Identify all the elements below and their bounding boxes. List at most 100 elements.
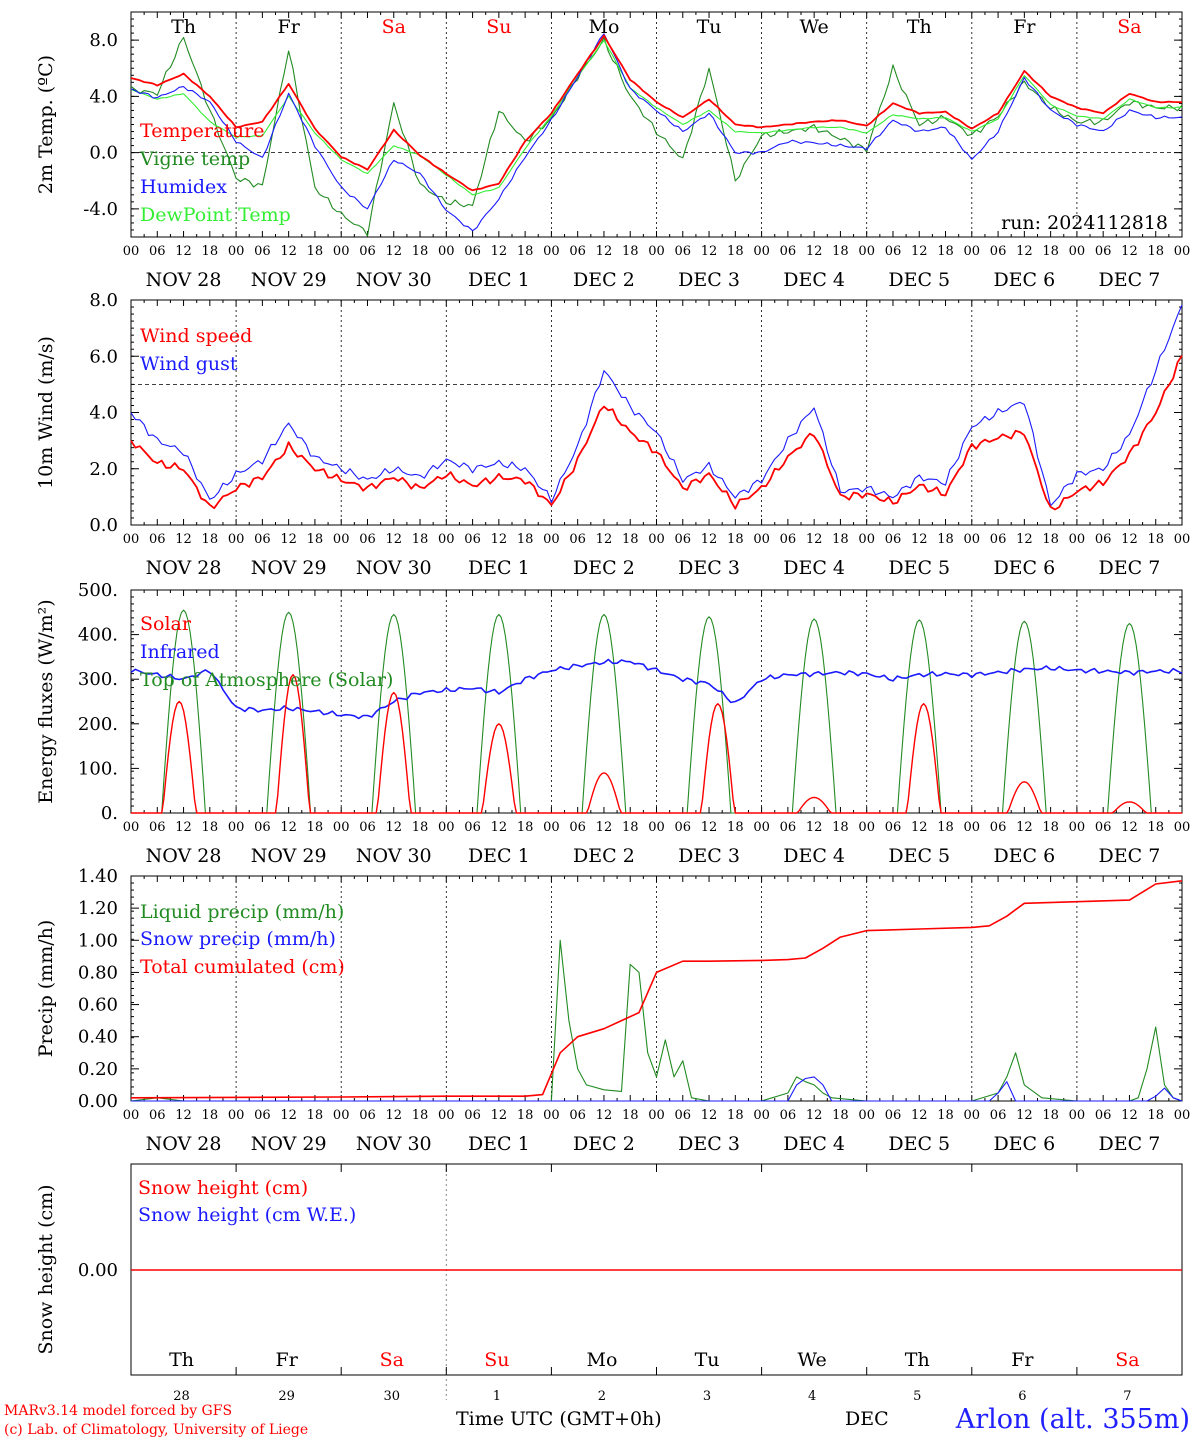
hour-tick-label: 18: [517, 244, 534, 259]
hour-tick-label: 18: [1042, 1108, 1059, 1123]
hour-tick-label: 06: [990, 532, 1007, 547]
hour-tick-label: 00: [753, 1108, 770, 1123]
y-tick-label: 100.: [78, 758, 118, 779]
hour-tick-label: 00: [648, 1108, 665, 1123]
hour-tick-label: 18: [937, 532, 954, 547]
hour-tick-label: 12: [385, 1108, 402, 1123]
hour-tick-label: 18: [307, 820, 324, 835]
hour-tick-label: 18: [517, 532, 534, 547]
y-tick-label: 1.00: [78, 930, 118, 951]
hour-tick-label: 00: [333, 532, 350, 547]
y-axis-label: Snow height (cm): [35, 1184, 57, 1354]
date-tick-label: DEC 6: [993, 1133, 1055, 1155]
hour-tick-label: 06: [464, 244, 481, 259]
hour-tick-label: 18: [727, 1108, 744, 1123]
hour-tick-label: 18: [412, 532, 429, 547]
hour-tick-label: 18: [517, 1108, 534, 1123]
hour-tick-label: 18: [727, 532, 744, 547]
legend-entry: Snow height (cm W.E.): [138, 1204, 356, 1226]
hour-tick-label: 00: [543, 532, 560, 547]
hour-tick-label: 06: [780, 820, 797, 835]
hour-tick-label: 18: [412, 1108, 429, 1123]
y-tick-label: 400.: [78, 625, 118, 646]
hour-tick-label: 00: [753, 532, 770, 547]
hour-tick-label: 00: [964, 532, 981, 547]
legend-entry: Total cumulated (cm): [140, 956, 345, 978]
hour-tick-label: 00: [753, 820, 770, 835]
y-tick-label: 0.20: [78, 1059, 118, 1080]
hour-tick-label: 18: [622, 1108, 639, 1123]
hour-tick-label: 06: [359, 1108, 376, 1123]
hour-tick-label: 06: [675, 532, 692, 547]
date-tick-label: DEC 6: [993, 557, 1055, 579]
date-tick-label: NOV 29: [251, 1133, 327, 1155]
series-line-temperature: [130, 34, 1183, 192]
y-tick-label: -4.0: [83, 199, 118, 220]
date-tick-label: DEC 1: [468, 1133, 530, 1155]
y-tick-label: 0.00: [78, 1260, 118, 1281]
day-number-label: 2: [598, 1389, 606, 1404]
y-tick-label: 8.0: [89, 30, 118, 51]
hour-tick-label: 12: [701, 244, 718, 259]
date-tick-label: DEC 2: [573, 845, 635, 867]
hour-tick-label: 18: [937, 820, 954, 835]
hour-tick-label: 18: [1147, 1108, 1164, 1123]
hour-tick-label: 12: [280, 1108, 297, 1123]
hour-tick-label: 00: [648, 820, 665, 835]
date-tick-label: DEC 5: [888, 269, 950, 291]
hour-tick-label: 12: [911, 1108, 928, 1123]
day-name-label: Tu: [695, 1349, 720, 1371]
y-tick-label: 0.00: [78, 1091, 118, 1112]
hour-tick-label: 00: [964, 1108, 981, 1123]
date-tick-label: NOV 29: [251, 269, 327, 291]
y-tick-label: 2.0: [89, 459, 118, 480]
hour-tick-label: 12: [806, 244, 823, 259]
hour-tick-label: 18: [1042, 244, 1059, 259]
date-tick-label: DEC 7: [1099, 1133, 1161, 1155]
day-name-label: Mo: [586, 1349, 617, 1371]
hour-tick-label: 00: [543, 244, 560, 259]
hour-tick-label: 12: [701, 820, 718, 835]
hour-tick-label: 00: [228, 244, 245, 259]
date-tick-label: DEC 4: [783, 1133, 845, 1155]
date-tick-label: DEC 5: [888, 845, 950, 867]
hour-tick-label: 00: [858, 820, 875, 835]
hour-tick-label: 06: [885, 244, 902, 259]
date-tick-label: NOV 28: [146, 557, 222, 579]
hour-tick-label: 06: [569, 244, 586, 259]
hour-tick-label: 06: [569, 820, 586, 835]
hour-tick-label: 12: [280, 820, 297, 835]
y-axis-label: 2m Temp. (ºC): [35, 55, 57, 194]
hour-tick-label: 06: [990, 244, 1007, 259]
credit-line-2: (c) Lab. of Climatology, University of L…: [4, 1422, 308, 1438]
day-name-label: We: [798, 1349, 827, 1371]
hour-tick-label: 18: [727, 244, 744, 259]
hour-tick-label: 18: [307, 1108, 324, 1123]
hour-tick-label: 12: [175, 532, 192, 547]
hour-tick-label: 06: [254, 244, 271, 259]
hour-tick-label: 18: [517, 820, 534, 835]
hour-tick-label: 06: [359, 820, 376, 835]
hour-tick-label: 06: [885, 532, 902, 547]
y-axis-label: 10m Wind (m/s): [35, 336, 57, 489]
hour-tick-label: 12: [491, 244, 508, 259]
hour-tick-label: 12: [491, 532, 508, 547]
hour-tick-label: 12: [280, 532, 297, 547]
hour-tick-label: 00: [1174, 1108, 1191, 1123]
hour-tick-label: 12: [1016, 532, 1033, 547]
hour-tick-label: 06: [1095, 532, 1112, 547]
hour-tick-label: 06: [990, 820, 1007, 835]
date-tick-label: DEC 6: [993, 269, 1055, 291]
date-tick-label: DEC 2: [573, 269, 635, 291]
hour-tick-label: 12: [491, 820, 508, 835]
hour-tick-label: 06: [464, 1108, 481, 1123]
legend-entry: DewPoint Temp: [140, 204, 291, 226]
date-tick-label: DEC 6: [993, 845, 1055, 867]
date-tick-label: DEC 2: [573, 1133, 635, 1155]
date-tick-label: NOV 30: [356, 557, 432, 579]
hour-tick-label: 12: [911, 820, 928, 835]
hour-tick-label: 00: [648, 244, 665, 259]
hour-tick-label: 06: [1095, 244, 1112, 259]
y-tick-label: 4.0: [89, 86, 118, 107]
hour-tick-label: 12: [1121, 244, 1138, 259]
